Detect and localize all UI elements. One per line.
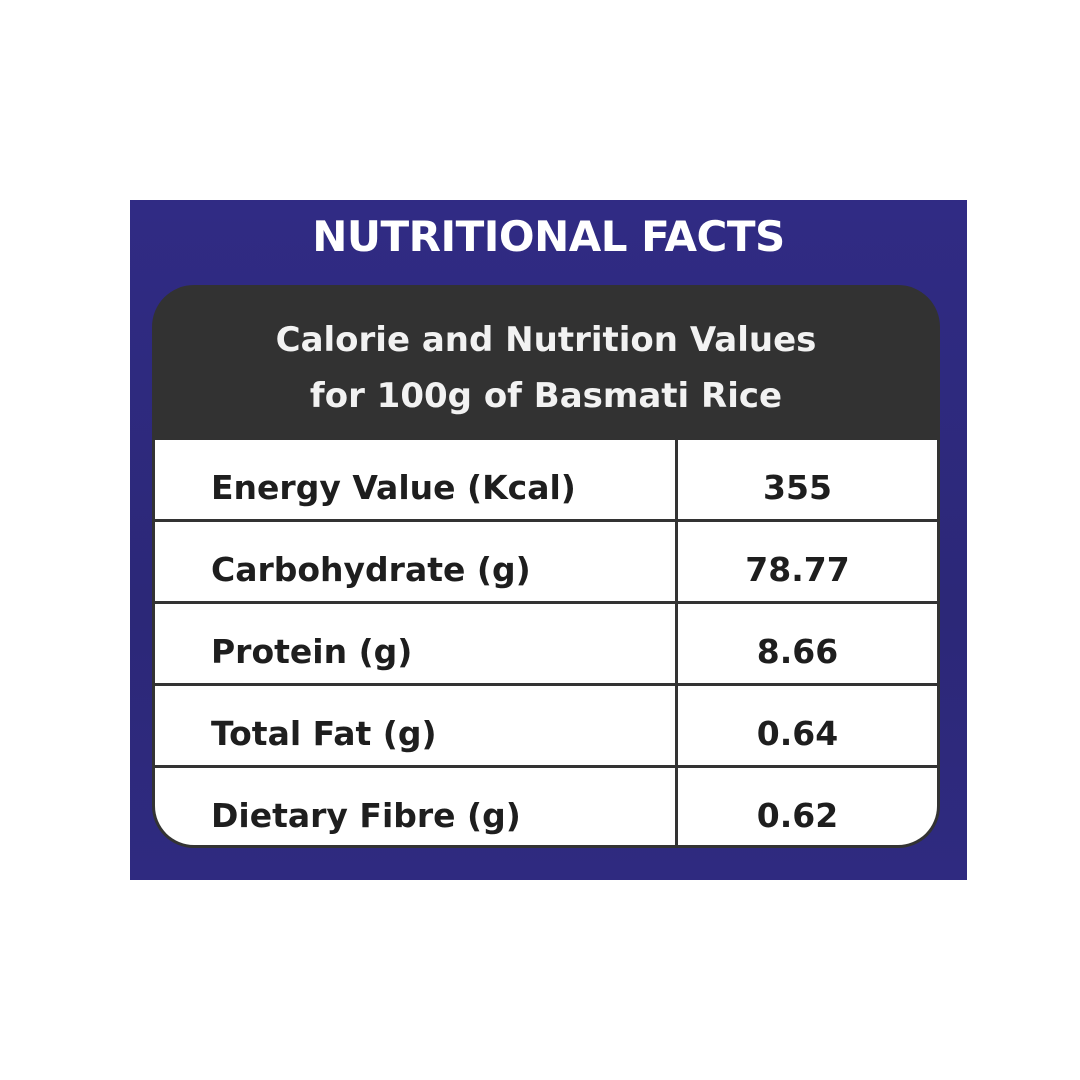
nutrient-label: Total Fat (g) [211, 714, 437, 753]
table-row: Total Fat (g) 0.64 [155, 686, 937, 768]
table-row: Carbohydrate (g) 78.77 [155, 522, 937, 604]
table-row: Dietary Fibre (g) 0.62 [155, 768, 937, 845]
caption-line: Calorie and Nutrition Values [275, 320, 817, 360]
nutrient-value: 78.77 [675, 522, 937, 604]
nutrient-label: Carbohydrate (g) [211, 550, 531, 589]
nutrient-label: Dietary Fibre (g) [211, 796, 521, 835]
table-row: Energy Value (Kcal) 355 [155, 440, 937, 522]
nutrient-label: Protein (g) [211, 632, 413, 671]
title: NUTRITIONAL FACTS [312, 212, 785, 261]
nutrient-value: 0.64 [675, 686, 937, 768]
caption: Calorie and Nutrition Values for 100g of… [152, 285, 940, 440]
nutrition-panel: NUTRITIONAL FACTS Calorie and Nutrition … [130, 200, 967, 880]
table-row: Protein (g) 8.66 [155, 604, 937, 686]
nutrient-value: 355 [675, 440, 937, 522]
nutrient-value: 0.62 [675, 768, 937, 845]
table: Energy Value (Kcal) 355 Carbohydrate (g) 78… [152, 440, 940, 848]
nutrient-label: Energy Value (Kcal) [211, 468, 576, 507]
nutrient-value: 8.66 [675, 604, 937, 686]
caption-line: for 100g of Basmati Rice [309, 376, 783, 416]
